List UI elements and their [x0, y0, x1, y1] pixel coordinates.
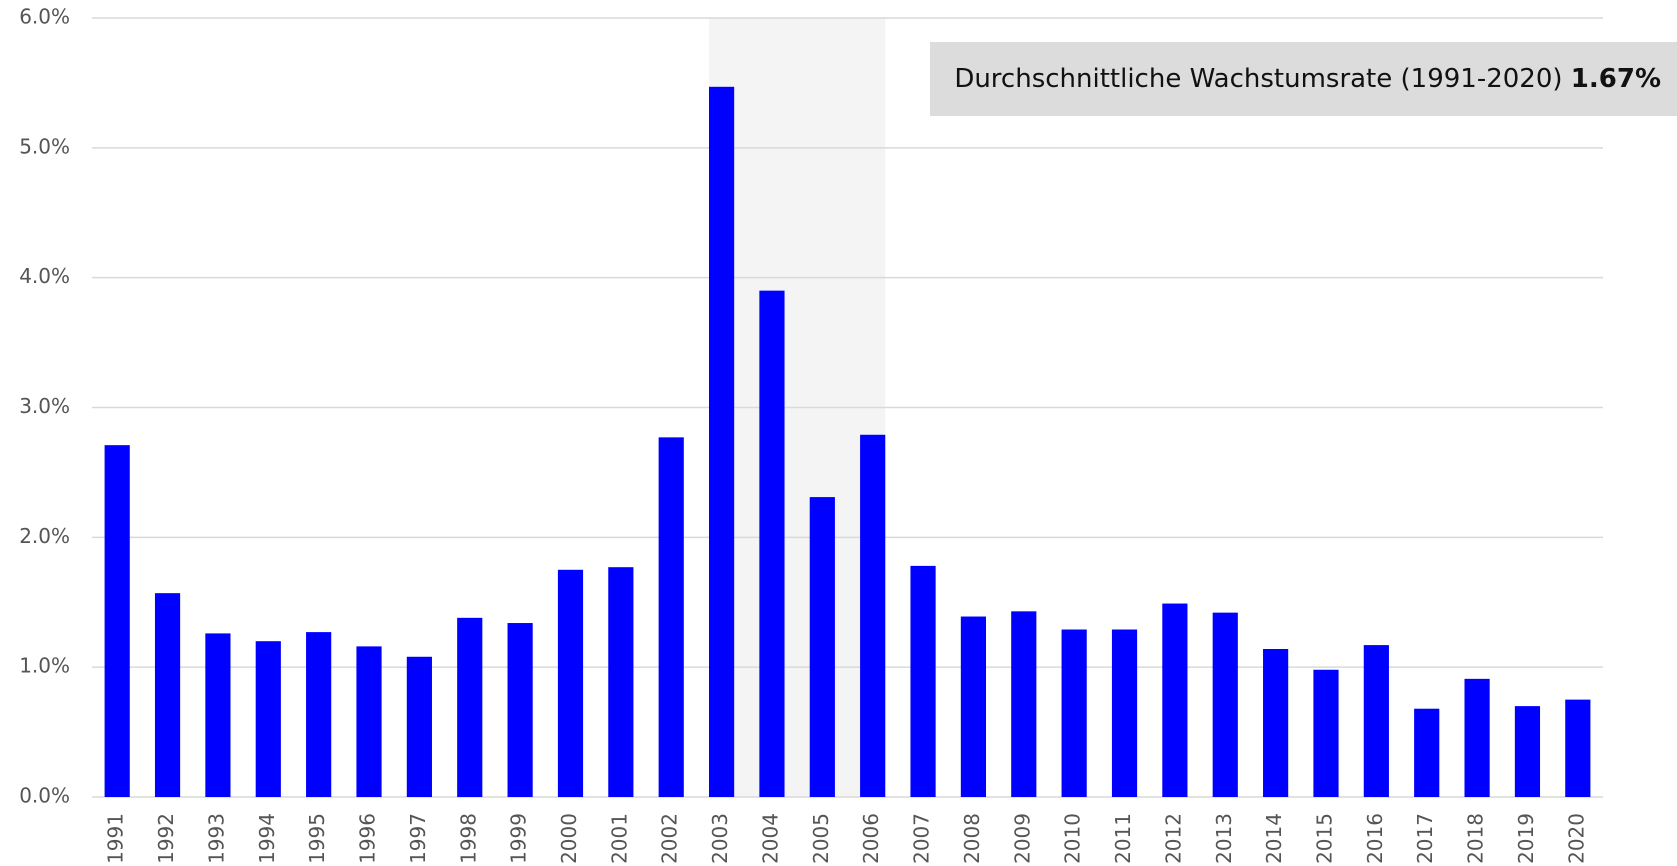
x-tick-label: 1994 [255, 813, 279, 864]
x-tick-label: 1996 [356, 813, 380, 864]
x-tick-label: 1998 [456, 813, 480, 864]
annotation-text: Durchschnittliche Wachstumsrate (1991-20… [954, 64, 1562, 94]
bar [255, 641, 281, 797]
x-tick-label: 1992 [154, 813, 178, 864]
bar [507, 623, 533, 797]
bar [557, 569, 584, 797]
x-tick-label: 2017 [1413, 813, 1437, 864]
x-tick-label: 2002 [658, 813, 682, 864]
bar [1363, 645, 1389, 797]
x-tick-label: 2008 [960, 813, 984, 864]
bar [154, 593, 181, 797]
bar [1061, 629, 1087, 797]
bar [809, 497, 835, 797]
x-tick-label: 2005 [809, 813, 833, 864]
bar [708, 86, 735, 798]
bar [1514, 706, 1541, 797]
x-tick-label: 2012 [1161, 813, 1185, 864]
bar [1011, 611, 1037, 797]
bar [1464, 678, 1490, 797]
x-tick-label: 2003 [708, 813, 732, 864]
y-tick-label: 0.0% [19, 784, 70, 808]
y-tick-label: 2.0% [19, 524, 70, 548]
bar [1565, 699, 1591, 797]
bar [406, 656, 432, 797]
x-tick-label: 2010 [1061, 813, 1085, 864]
x-tick-label: 2006 [859, 813, 883, 864]
bar [1212, 612, 1238, 797]
x-tick-label: 1999 [507, 813, 531, 864]
x-tick-label: 2014 [1262, 813, 1286, 864]
bar [759, 290, 785, 797]
x-tick-label: 1991 [104, 813, 128, 864]
x-tick-label: 2009 [1010, 813, 1034, 864]
y-tick-label: 3.0% [19, 394, 70, 418]
y-tick-label: 5.0% [19, 134, 70, 158]
bar [960, 616, 987, 797]
bar [1162, 603, 1188, 797]
x-tick-label: 2004 [758, 813, 782, 864]
x-tick-label: 1995 [305, 813, 329, 864]
bar [1263, 648, 1289, 797]
bar [306, 632, 332, 797]
x-tick-label: 2001 [607, 813, 631, 864]
x-tick-label: 2018 [1464, 813, 1488, 864]
x-tick-label: 2020 [1564, 813, 1588, 864]
x-tick-label: 2016 [1363, 813, 1387, 864]
x-tick-label: 2013 [1212, 813, 1236, 864]
bar [1414, 708, 1440, 797]
y-tick-label: 4.0% [19, 264, 70, 288]
bar [910, 565, 936, 797]
annotation: Durchschnittliche Wachstumsrate (1991-20… [954, 64, 1661, 94]
bar [356, 646, 382, 797]
annotation-value: 1.67% [1571, 64, 1661, 94]
y-tick-label: 1.0% [19, 654, 70, 678]
bar [1111, 629, 1138, 797]
x-tick-label: 2015 [1312, 813, 1336, 864]
bar [205, 633, 231, 797]
x-tick-label: 1993 [204, 813, 228, 864]
bar [608, 567, 634, 797]
bar [860, 434, 886, 797]
bar [658, 437, 684, 797]
bar [104, 445, 130, 797]
x-tick-label: 2019 [1514, 813, 1538, 864]
x-tick-label: 2000 [557, 813, 581, 864]
bar [1313, 669, 1339, 797]
x-tick-label: 2007 [910, 813, 934, 864]
x-tick-label: 1997 [406, 813, 430, 864]
bar [457, 617, 483, 797]
y-tick-label: 6.0% [19, 5, 70, 29]
annotation-box [930, 42, 1677, 116]
x-tick-label: 2011 [1111, 813, 1135, 864]
